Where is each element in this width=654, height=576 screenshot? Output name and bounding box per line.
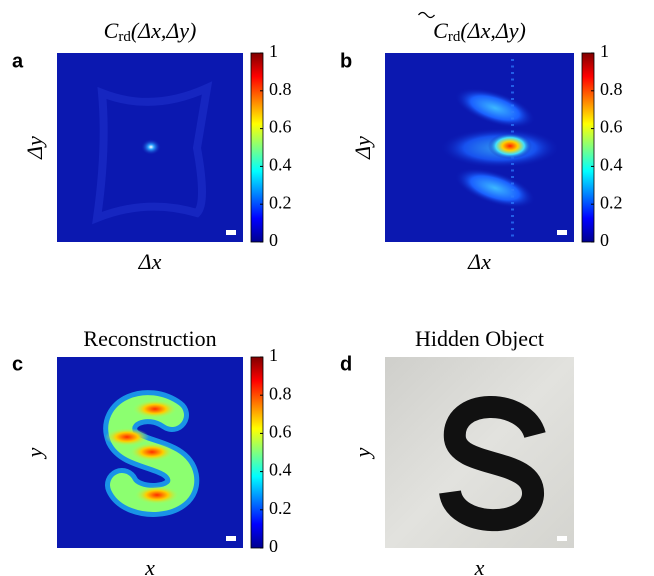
colorbar-tick-label: 1 bbox=[269, 41, 278, 61]
x-axis-label: x bbox=[474, 555, 485, 576]
x-axis-label: Δx bbox=[138, 249, 162, 274]
heatmap-streak bbox=[511, 59, 514, 61]
chart-title: Hidden Object bbox=[415, 326, 544, 351]
heatmap-streak bbox=[511, 79, 514, 81]
reconstruction-hotspot bbox=[130, 443, 174, 461]
colorbar-tick-label: 0.6 bbox=[269, 117, 292, 137]
title-base: C bbox=[104, 18, 119, 43]
colorbar-tick-label: 0 bbox=[269, 536, 278, 556]
colorbar-tick-label: 1 bbox=[600, 41, 609, 61]
colorbar-tick-label: 0.4 bbox=[269, 155, 292, 175]
heatmap-streak bbox=[511, 222, 514, 224]
chart-title: Crd(Δx,Δy) bbox=[433, 18, 526, 45]
heatmap-streak bbox=[511, 105, 514, 107]
heatmap-streak bbox=[511, 189, 514, 191]
title-base: C bbox=[433, 18, 448, 43]
colorbar-tick-label: 0.6 bbox=[600, 117, 623, 137]
colorbar-tick-label: 0 bbox=[269, 230, 278, 250]
heatmap-streak bbox=[511, 163, 514, 165]
colorbar-tick-label: 1 bbox=[269, 345, 278, 365]
panel-label: d bbox=[340, 353, 352, 375]
colorbar-tick-label: 0.4 bbox=[269, 460, 292, 480]
colorbar-tick-label: 0.2 bbox=[269, 498, 292, 518]
scale-bar bbox=[557, 536, 567, 541]
y-axis-label: Δy bbox=[22, 136, 47, 160]
colorbar bbox=[582, 53, 594, 242]
scale-bar bbox=[557, 230, 567, 235]
heatmap-streak bbox=[511, 124, 514, 126]
scale-bar bbox=[226, 536, 236, 541]
heatmap-streak bbox=[511, 235, 514, 237]
title-args: (Δx,Δy) bbox=[460, 18, 526, 43]
colorbar-tick-label: 0.2 bbox=[600, 192, 623, 212]
heatmap-streak bbox=[511, 72, 514, 74]
reconstruction-hotspot bbox=[105, 428, 149, 446]
colorbar bbox=[251, 357, 263, 548]
heatmap-streak bbox=[511, 170, 514, 172]
colorbar-tick-label: 0.4 bbox=[600, 155, 623, 175]
heatmap-streak bbox=[511, 196, 514, 198]
y-axis-label: Δy bbox=[350, 136, 375, 160]
heatmap-streak bbox=[511, 183, 514, 185]
colorbar-tick-label: 0.6 bbox=[269, 422, 292, 442]
reconstruction-hotspot bbox=[133, 400, 177, 418]
panel-label: a bbox=[12, 50, 24, 72]
chart-title: Reconstruction bbox=[83, 326, 216, 351]
colorbar-tick-label: 0 bbox=[600, 230, 609, 250]
x-axis-label: x bbox=[144, 555, 155, 576]
heatmap-streak bbox=[511, 118, 514, 120]
colorbar-tick-label: 0.2 bbox=[269, 192, 292, 212]
panel-label: c bbox=[12, 353, 23, 375]
figure: aCrd(Δx,Δy)ΔxΔy00.20.40.60.81bCrd(Δx,Δy)… bbox=[0, 0, 654, 576]
heatmap-streak bbox=[511, 98, 514, 100]
heatmap-streak bbox=[511, 209, 514, 211]
reconstruction-hotspot bbox=[135, 486, 179, 504]
colorbar-tick-label: 0.8 bbox=[269, 79, 292, 99]
colorbar bbox=[251, 53, 263, 242]
title-tilde bbox=[419, 13, 435, 18]
heatmap-peak bbox=[488, 133, 532, 159]
title-sub: rd bbox=[448, 29, 461, 45]
heatmap-streak bbox=[511, 215, 514, 217]
colorbar-tick-label: 0.8 bbox=[600, 79, 623, 99]
heatmap-streak bbox=[511, 111, 514, 113]
chart-title: Crd(Δx,Δy) bbox=[104, 18, 197, 45]
x-axis-label: Δx bbox=[467, 249, 491, 274]
heatmap-streak bbox=[511, 228, 514, 230]
heatmap-streak bbox=[511, 85, 514, 87]
y-axis-label: y bbox=[350, 447, 375, 459]
heatmap-streak bbox=[511, 176, 514, 178]
heatmap-streak bbox=[511, 66, 514, 68]
heatmap-streak bbox=[511, 92, 514, 94]
y-axis-label: y bbox=[22, 447, 47, 459]
panel-label: b bbox=[340, 50, 352, 72]
title-args: (Δx,Δy) bbox=[131, 18, 197, 43]
title-sub: rd bbox=[118, 29, 131, 45]
colorbar-tick-label: 0.8 bbox=[269, 383, 292, 403]
heatmap-streak bbox=[511, 131, 514, 133]
heatmap-streak bbox=[511, 202, 514, 204]
scale-bar bbox=[226, 230, 236, 235]
heatmap-peak bbox=[141, 139, 161, 155]
